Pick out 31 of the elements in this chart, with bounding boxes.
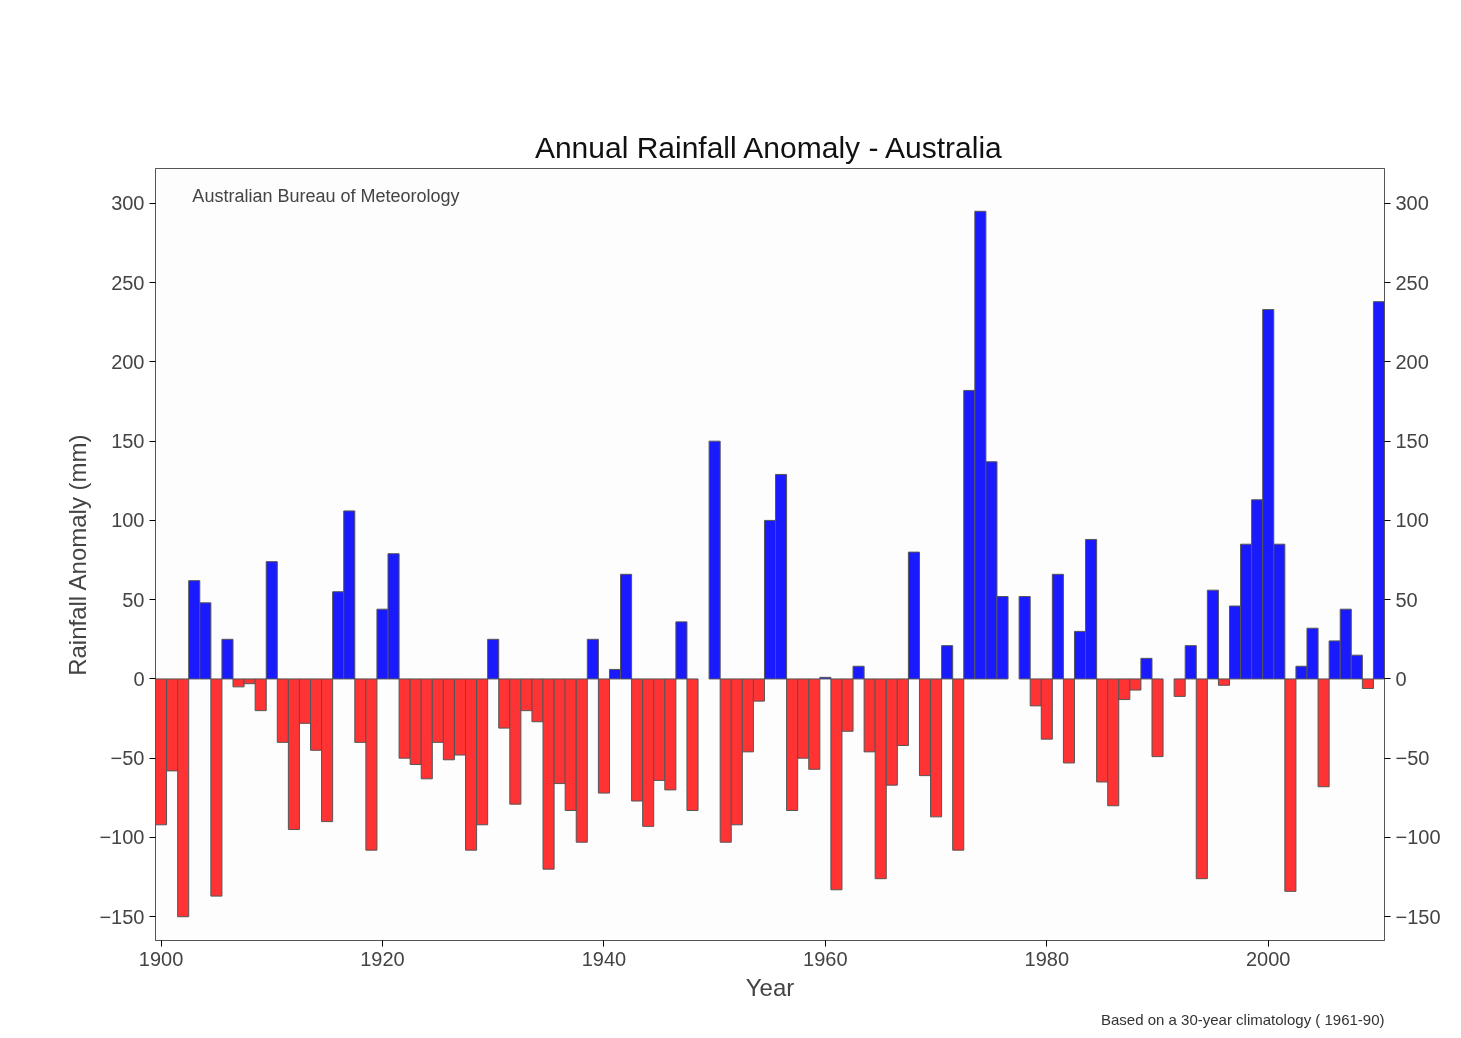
y-tick-label: 200 [111,350,145,373]
y-tick-label: 250 [111,271,145,294]
y2-tick-label: −150 [1395,905,1441,928]
y2-tick-label: −100 [1395,826,1441,849]
y-tick-label: 100 [111,509,145,532]
y-tick-label: −50 [110,747,145,770]
annotation: Australian Bureau of Meteorology [192,185,460,206]
x-tick-label: 1980 [1024,947,1070,970]
y2-tick-label: 300 [1395,192,1429,215]
y-tick-label: 300 [111,192,145,215]
chart-title: Annual Rainfall Anomaly - Australia [534,130,1003,164]
x-tick-label: 2000 [1246,947,1291,970]
y-tick-label: 50 [122,588,145,611]
y-tick-label: −100 [99,826,145,849]
y-axis-title: Rainfall Anomaly (mm) [64,434,92,676]
y2-tick-label: 0 [1395,667,1407,690]
y2-tick-label: 100 [1395,509,1429,532]
x-axis-title: Year [745,973,795,1001]
y2-tick-label: 50 [1395,588,1418,611]
x-tick-label: 1920 [360,947,405,970]
y2-tick-label: 250 [1395,271,1429,294]
y2-tick-label: −50 [1395,747,1430,770]
text: Based on a 30-year climatology ( 1961-90) [1101,1010,1385,1028]
y2-tick-label: 200 [1395,350,1429,373]
x-tick-label: 1960 [803,947,848,970]
y-tick-label: 0 [133,667,145,690]
x-tick-label: 1940 [581,947,627,970]
x-tick-label: 1900 [138,947,184,970]
y2-tick-label: 150 [1395,430,1429,453]
y-tick-label: 150 [111,430,145,453]
y-tick-label: −150 [99,905,145,928]
